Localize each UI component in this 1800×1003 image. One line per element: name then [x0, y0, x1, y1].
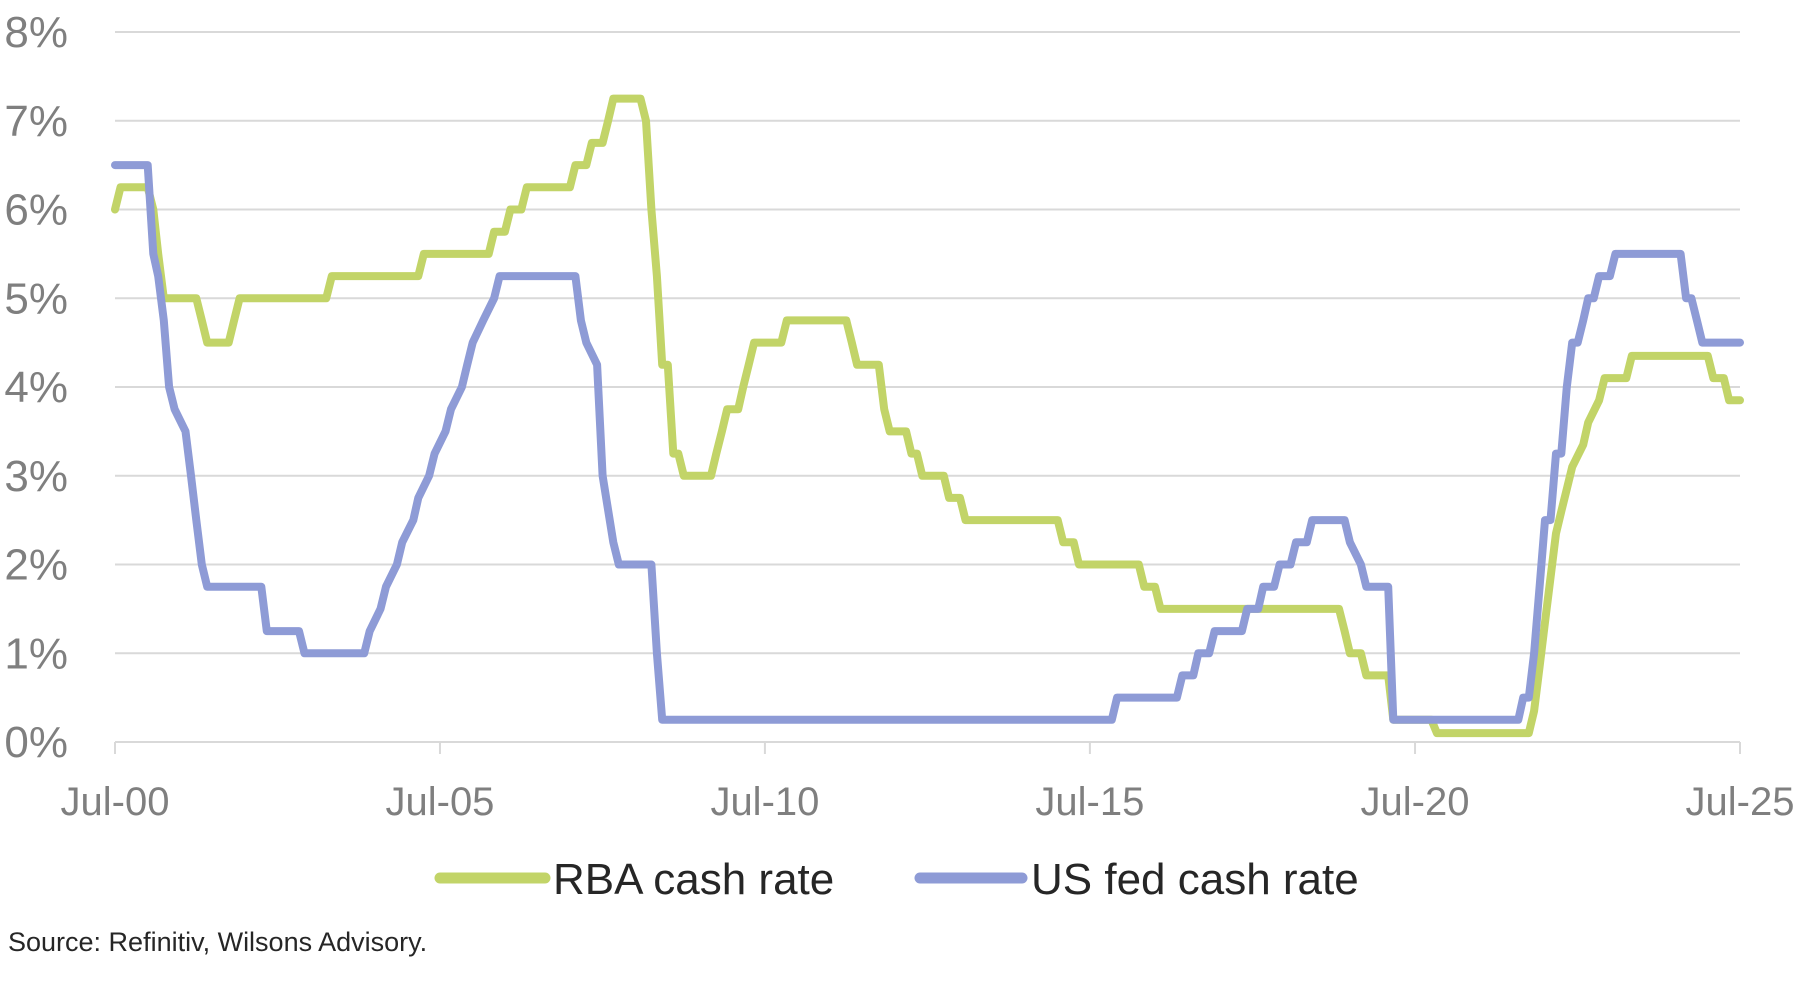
x-tick-label: Jul-00	[61, 780, 170, 824]
legend: RBA cash rate US fed cash rate	[434, 855, 1359, 904]
y-tick-label: 2%	[4, 541, 68, 590]
series-lines	[111, 94, 1744, 738]
y-tick-label: 3%	[4, 452, 68, 501]
y-tick-label: 1%	[4, 629, 68, 678]
y-tick-label: 7%	[4, 97, 68, 146]
y-tick-label: 5%	[4, 274, 68, 323]
source-note: Source: Refinitiv, Wilsons Advisory.	[8, 927, 428, 957]
x-tick-label: Jul-15	[1035, 780, 1144, 824]
y-tick-label: 4%	[4, 363, 68, 412]
legend-label-rba: RBA cash rate	[553, 855, 834, 904]
y-tick-label: 0%	[4, 718, 68, 767]
gridlines	[115, 31, 1740, 655]
series-line-rba-cash-rate	[111, 94, 1744, 738]
legend-label-us-fed: US fed cash rate	[1031, 855, 1359, 904]
x-tick-label: Jul-25	[1686, 780, 1795, 824]
y-tick-label: 8%	[4, 8, 68, 57]
x-tick-label: Jul-20	[1361, 780, 1470, 824]
x-tick-label: Jul-05	[385, 780, 494, 824]
series-line-us-fed-cash-rate	[111, 161, 1744, 724]
y-tick-label: 6%	[4, 186, 68, 235]
y-axis-ticks: 0% 1% 2% 3% 4% 5% 6% 7% 8%	[4, 8, 68, 767]
x-tick-label: Jul-10	[710, 780, 819, 824]
x-axis: Jul-00 Jul-05 Jul-10 Jul-15 Jul-20 Jul-25	[61, 741, 1795, 824]
